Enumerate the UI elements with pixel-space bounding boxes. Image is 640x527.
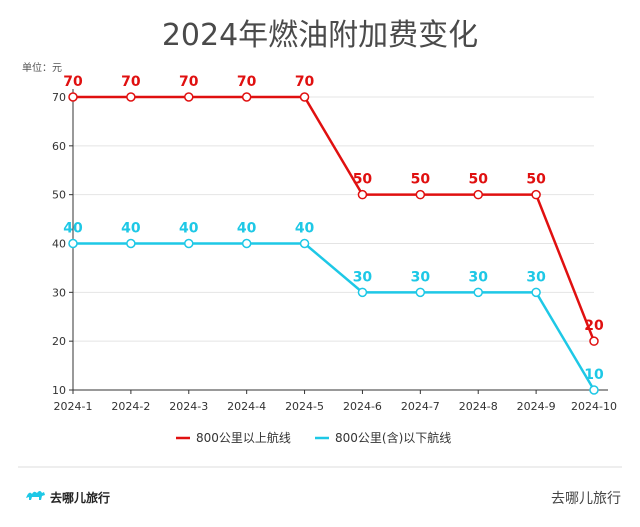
data-label: 40 <box>179 221 199 237</box>
data-point <box>68 92 78 102</box>
data-point <box>126 238 136 249</box>
camel-icon <box>26 491 45 500</box>
data-label: 30 <box>411 269 431 285</box>
y-tick-label: 50 <box>52 189 66 202</box>
data-label: 40 <box>121 221 141 237</box>
data-label: 40 <box>237 221 257 237</box>
x-tick-label: 2024-2 <box>111 400 150 413</box>
y-tick-label: 10 <box>52 384 66 397</box>
data-point <box>241 238 252 249</box>
series-line-1 <box>73 95 596 342</box>
legend-label-1: 800公里以上航线 <box>196 430 291 445</box>
data-point <box>589 385 599 395</box>
data-label: 30 <box>353 269 373 285</box>
data-point <box>473 189 483 200</box>
data-label: 10 <box>584 367 604 383</box>
data-point <box>184 238 194 249</box>
legend: 800公里以上航线 800公里(含)以下航线 <box>176 430 451 445</box>
data-label: 50 <box>353 172 373 188</box>
unit-label: 单位：元 <box>22 61 62 74</box>
data-label: 40 <box>63 221 83 237</box>
data-point <box>415 287 426 298</box>
x-tick-label: 2024-1 <box>54 400 93 413</box>
x-tick-label: 2024-8 <box>459 400 498 413</box>
data-label: 50 <box>468 172 488 188</box>
axes: 10 20 30 40 50 60 70 2024-1 2024-2 2024-3 2024-4 20… <box>52 89 617 413</box>
x-tick-label: 2024-7 <box>401 400 440 413</box>
legend-label-2: 800公里(含)以下航线 <box>335 430 451 445</box>
y-tick-label: 30 <box>52 286 66 299</box>
x-tick-label: 2024-5 <box>285 400 324 413</box>
y-tick-label: 20 <box>52 335 66 348</box>
x-tick-label: 2024-6 <box>343 400 382 413</box>
data-label: 50 <box>526 172 546 188</box>
data-label: 50 <box>411 172 431 188</box>
data-point <box>473 287 483 298</box>
grid <box>73 96 594 342</box>
x-tick-label: 2024-9 <box>517 400 556 413</box>
footer-brand-right: 去哪儿旅行 <box>551 491 621 507</box>
data-point <box>357 189 368 200</box>
data-label: 70 <box>179 74 199 90</box>
y-tick-label: 40 <box>52 238 66 251</box>
data-label: 30 <box>468 269 488 285</box>
series-group: 70 70 70 70 70 50 50 50 50 20 40 40 40 40 40 30 30 30 30 10 <box>63 74 604 395</box>
data-point <box>241 92 252 102</box>
x-tick-label: 2024-4 <box>227 400 266 413</box>
data-point <box>531 189 541 200</box>
series-line-2 <box>73 242 596 391</box>
data-label: 20 <box>584 318 604 334</box>
data-label: 70 <box>121 74 141 90</box>
data-label: 30 <box>526 269 546 285</box>
data-label: 70 <box>295 74 315 90</box>
data-point <box>184 92 194 102</box>
data-point <box>415 189 426 200</box>
y-tick-label: 60 <box>52 140 66 153</box>
data-label: 40 <box>295 221 315 237</box>
data-label: 70 <box>63 74 83 90</box>
data-point <box>68 238 78 249</box>
x-tick-label: 2024-3 <box>169 400 208 413</box>
data-point <box>531 287 541 298</box>
footer-brand-left: 去哪儿旅行 <box>50 490 110 505</box>
data-point <box>126 92 136 102</box>
data-point <box>299 92 310 102</box>
data-point <box>299 238 310 249</box>
chart-title: 2024年燃油附加费变化 <box>162 18 478 53</box>
data-label: 70 <box>237 74 257 90</box>
y-tick-label: 70 <box>52 91 66 104</box>
data-point <box>357 287 368 298</box>
data-point <box>589 336 599 346</box>
x-tick-label: 2024-10 <box>571 400 617 413</box>
